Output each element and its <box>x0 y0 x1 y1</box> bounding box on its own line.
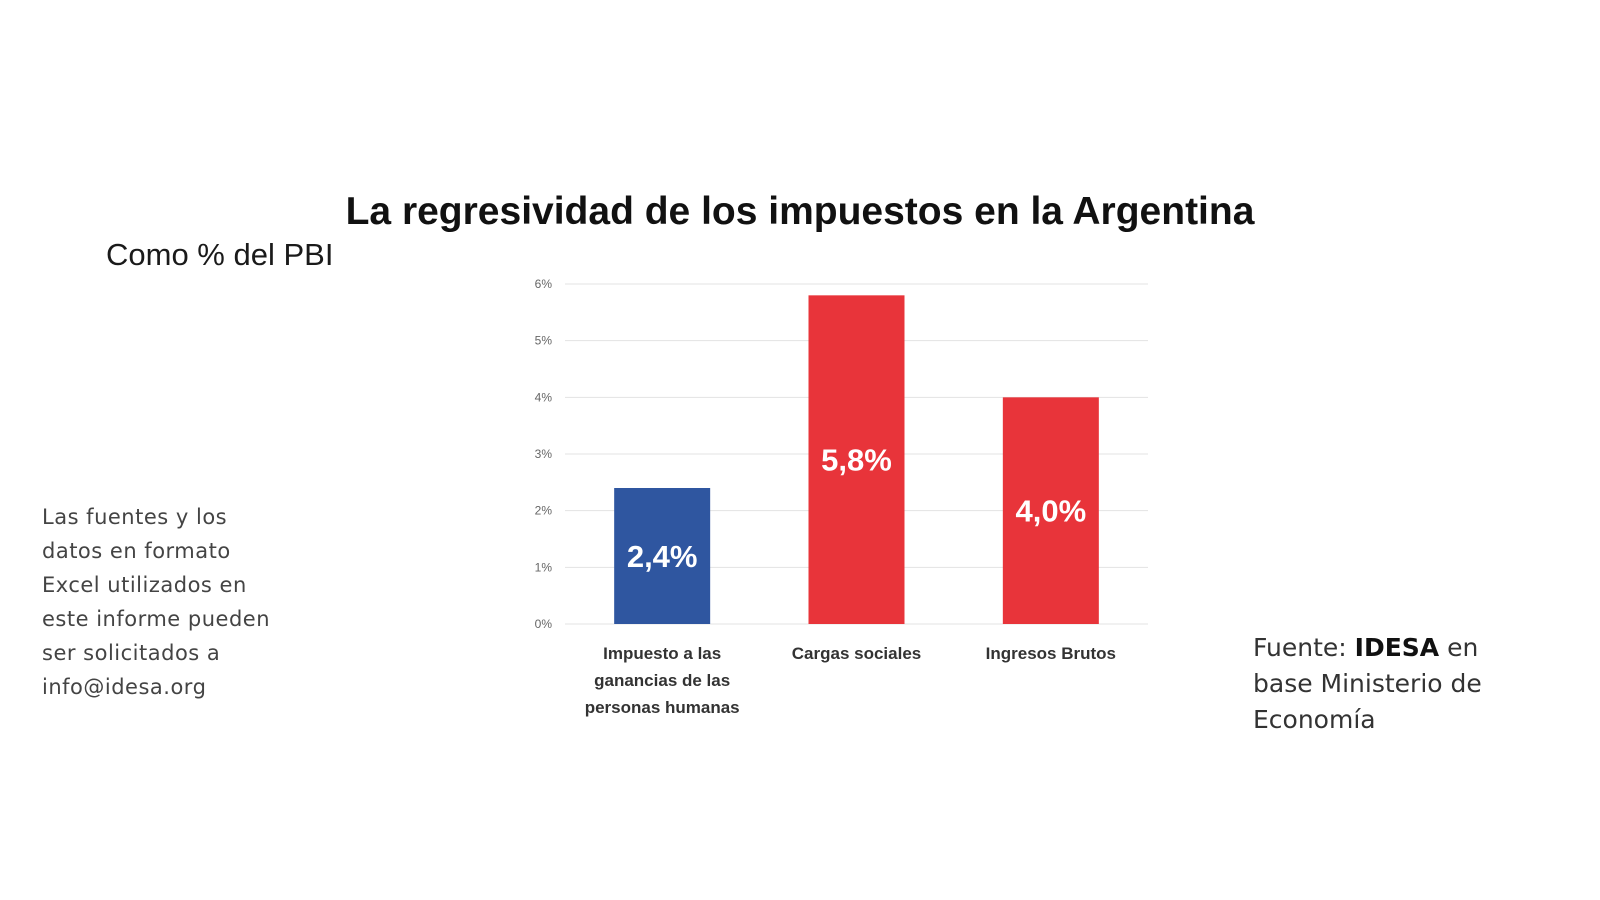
bars <box>614 295 1099 624</box>
note-line: datos en formato <box>42 539 231 563</box>
chart-title: La regresividad de los impuestos en la A… <box>345 190 1255 233</box>
x-axis-categories: Impuesto a las ganancias de las personas h… <box>585 644 1116 717</box>
bar <box>614 488 711 624</box>
note-line: Las fuentes y los <box>42 505 228 529</box>
note-line: ser solicitados a <box>42 641 221 665</box>
data-label: 5,8% <box>821 443 892 478</box>
source-middle: en <box>1447 633 1479 662</box>
y-axis-ticks: 0% 1% 2% 3% 4% 5% 6% <box>535 277 553 631</box>
y-tick-label: 0% <box>535 617 553 631</box>
y-tick-label: 5% <box>535 334 553 348</box>
data-labels: 2,4% 5,8% 4,0% <box>627 443 1086 574</box>
x-category-label: Impuesto a las <box>603 644 721 663</box>
chart-subtitle: Como % del PBI <box>106 237 334 272</box>
y-tick-label: 6% <box>535 277 553 291</box>
bar-chart: 0% 1% 2% 3% 4% 5% 6% 2,4% 5,8% 4,0% Impuesto a l… <box>535 277 1148 717</box>
source-note: Fuente: IDESA en base Ministerio de Econ… <box>1253 630 1573 738</box>
data-request-note: Las fuentes y los datos en formato Excel… <box>42 500 312 704</box>
y-tick-label: 2% <box>535 504 553 518</box>
x-category-label: personas humanas <box>585 698 740 717</box>
data-label: 2,4% <box>627 539 698 574</box>
y-tick-label: 1% <box>535 560 553 574</box>
note-line: este informe pueden <box>42 607 271 631</box>
source-line-2: base Ministerio de <box>1253 669 1482 698</box>
bar <box>808 295 905 624</box>
bar <box>1002 397 1099 624</box>
source-line-3: Economía <box>1253 705 1376 734</box>
x-category-label: ganancias de las <box>594 671 730 690</box>
x-category-label: Cargas sociales <box>792 644 921 663</box>
data-label: 4,0% <box>1015 494 1086 529</box>
y-tick-label: 4% <box>535 390 553 404</box>
source-line-1: Fuente: IDESA en <box>1253 630 1573 666</box>
x-category-label: Ingresos Brutos <box>986 644 1116 663</box>
y-tick-label: 3% <box>535 447 553 461</box>
note-email[interactable]: info@idesa.org <box>42 675 207 699</box>
note-line: Excel utilizados en <box>42 573 247 597</box>
source-brand: IDESA <box>1354 633 1440 662</box>
source-prefix: Fuente: <box>1253 633 1347 662</box>
